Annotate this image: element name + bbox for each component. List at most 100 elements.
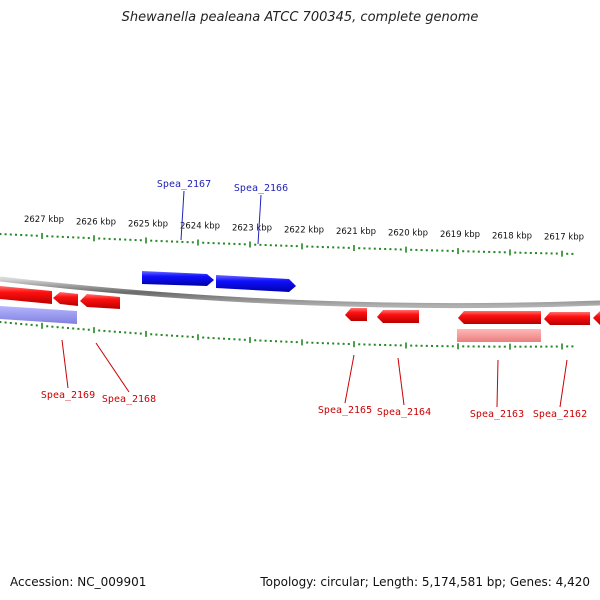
inner-minor-tick bbox=[566, 345, 569, 348]
inner-minor-tick bbox=[165, 334, 168, 337]
inner-minor-tick bbox=[379, 343, 381, 346]
gene-label-spea-2165[interactable]: Spea_2165 bbox=[318, 405, 372, 416]
inner-major-tick bbox=[509, 343, 511, 350]
inner-minor-tick bbox=[285, 340, 288, 343]
outer-major-tick bbox=[197, 239, 199, 246]
kbp-label-group: 2627 kbp 2626 kbp 2625 kbp 2624 kbp 2623 kbp… bbox=[24, 215, 584, 243]
outer-minor-tick bbox=[394, 248, 397, 251]
outer-minor-tick bbox=[342, 246, 345, 249]
inner-minor-tick bbox=[389, 344, 392, 347]
inner-minor-tick bbox=[327, 342, 329, 345]
gene-label-spea-2166[interactable]: Spea_2166 bbox=[234, 183, 288, 194]
inner-minor-tick bbox=[243, 338, 246, 341]
kbp-label: 2626 kbp bbox=[76, 217, 116, 227]
outer-minor-tick bbox=[238, 243, 241, 246]
outer-minor-tick bbox=[155, 239, 158, 242]
outer-major-tick bbox=[561, 250, 563, 257]
inner-minor-tick bbox=[311, 341, 314, 344]
inner-minor-tick bbox=[363, 343, 366, 346]
inner-minor-tick bbox=[571, 345, 574, 348]
gene-label-spea-2164[interactable]: Spea_2164 bbox=[377, 407, 431, 418]
inner-minor-tick bbox=[545, 345, 548, 348]
outer-minor-tick bbox=[514, 251, 517, 254]
outer-minor-tick bbox=[358, 247, 361, 250]
gene-edge-arrow[interactable] bbox=[593, 311, 600, 325]
gene-spea-2169-arrow[interactable] bbox=[0, 286, 52, 304]
outer-minor-tick bbox=[264, 244, 267, 247]
outer-minor-tick bbox=[467, 250, 470, 253]
inner-minor-tick bbox=[139, 332, 142, 335]
outer-minor-tick bbox=[295, 245, 298, 248]
outer-minor-tick bbox=[87, 237, 90, 240]
inner-minor-tick bbox=[20, 322, 23, 325]
inner-minor-tick bbox=[347, 343, 350, 346]
inner-minor-tick bbox=[529, 345, 532, 348]
inner-major-tick bbox=[93, 327, 95, 334]
inner-major-tick bbox=[405, 342, 407, 349]
inner-minor-tick bbox=[368, 343, 371, 346]
gene-spea-2169b-arrow[interactable] bbox=[53, 292, 78, 306]
outer-minor-tick bbox=[243, 243, 246, 246]
outer-minor-tick bbox=[316, 245, 319, 248]
outer-minor-tick bbox=[269, 244, 272, 247]
outer-minor-tick bbox=[415, 248, 418, 251]
outer-minor-tick bbox=[420, 249, 423, 252]
gene-spea-2162-arrow[interactable] bbox=[544, 312, 590, 325]
inner-tick-ring bbox=[0, 321, 574, 350]
gene-label-spea-2163[interactable]: Spea_2163 bbox=[470, 409, 524, 420]
genome-summary-label: Topology: circular; Length: 5,174,581 bp… bbox=[260, 575, 590, 589]
outer-minor-tick bbox=[134, 239, 137, 242]
inner-minor-tick bbox=[129, 331, 132, 334]
gene-label-spea-2168[interactable]: Spea_2168 bbox=[102, 394, 156, 405]
inner-minor-tick bbox=[46, 325, 49, 328]
inner-minor-tick bbox=[394, 344, 397, 347]
inner-minor-tick bbox=[186, 335, 189, 338]
outer-minor-tick bbox=[160, 240, 163, 243]
feature-block-pink bbox=[457, 329, 541, 342]
inner-minor-tick bbox=[51, 325, 54, 328]
inner-minor-tick bbox=[493, 345, 496, 348]
gene-label-spea-2162[interactable]: Spea_2162 bbox=[533, 409, 587, 420]
inner-major-tick bbox=[249, 337, 251, 344]
genome-backbone bbox=[0, 276, 600, 309]
outer-minor-tick bbox=[254, 243, 257, 246]
inner-minor-tick bbox=[82, 328, 85, 331]
inner-minor-tick bbox=[410, 344, 413, 347]
gene-spea-2163-arrow[interactable] bbox=[458, 311, 541, 324]
gene-spea-2164-arrow[interactable] bbox=[377, 310, 419, 323]
gene-spea-2168-arrow[interactable] bbox=[80, 294, 120, 309]
inner-minor-tick bbox=[134, 332, 137, 335]
outer-minor-tick bbox=[72, 236, 75, 239]
outer-major-tick bbox=[353, 245, 355, 252]
inner-minor-tick bbox=[171, 334, 173, 337]
outer-minor-tick bbox=[202, 241, 205, 244]
inner-minor-tick bbox=[290, 340, 293, 343]
outer-minor-tick bbox=[347, 246, 350, 249]
inner-minor-tick bbox=[67, 327, 69, 330]
inner-minor-tick bbox=[306, 341, 309, 344]
gene-spea-2166-arrow[interactable] bbox=[216, 275, 296, 292]
outer-minor-tick bbox=[493, 251, 496, 254]
kbp-label: 2625 kbp bbox=[128, 219, 168, 229]
inner-minor-tick bbox=[446, 345, 449, 348]
gene-spea-2167-arrow[interactable] bbox=[142, 271, 214, 286]
outer-minor-tick bbox=[217, 242, 220, 245]
inner-minor-tick bbox=[264, 339, 267, 342]
outer-minor-tick bbox=[129, 238, 132, 241]
gene-spea-2165-arrow[interactable] bbox=[345, 308, 367, 321]
gene-label-spea-2169[interactable]: Spea_2169 bbox=[41, 390, 95, 401]
inner-minor-tick bbox=[488, 345, 491, 348]
inner-major-tick bbox=[353, 341, 355, 348]
inner-major-tick bbox=[561, 343, 563, 350]
outer-minor-tick bbox=[540, 252, 543, 255]
map-title: Shewanella pealeana ATCC 700345, complet… bbox=[121, 10, 479, 25]
inner-minor-tick bbox=[503, 345, 506, 348]
outer-minor-tick bbox=[280, 244, 283, 247]
inner-minor-tick bbox=[358, 343, 361, 346]
gene-label-spea-2167[interactable]: Spea_2167 bbox=[157, 179, 211, 190]
inner-minor-tick bbox=[217, 337, 220, 340]
inner-minor-tick bbox=[295, 341, 298, 344]
inner-minor-tick bbox=[207, 336, 210, 339]
inner-minor-tick bbox=[498, 345, 501, 348]
inner-minor-tick bbox=[15, 322, 17, 325]
